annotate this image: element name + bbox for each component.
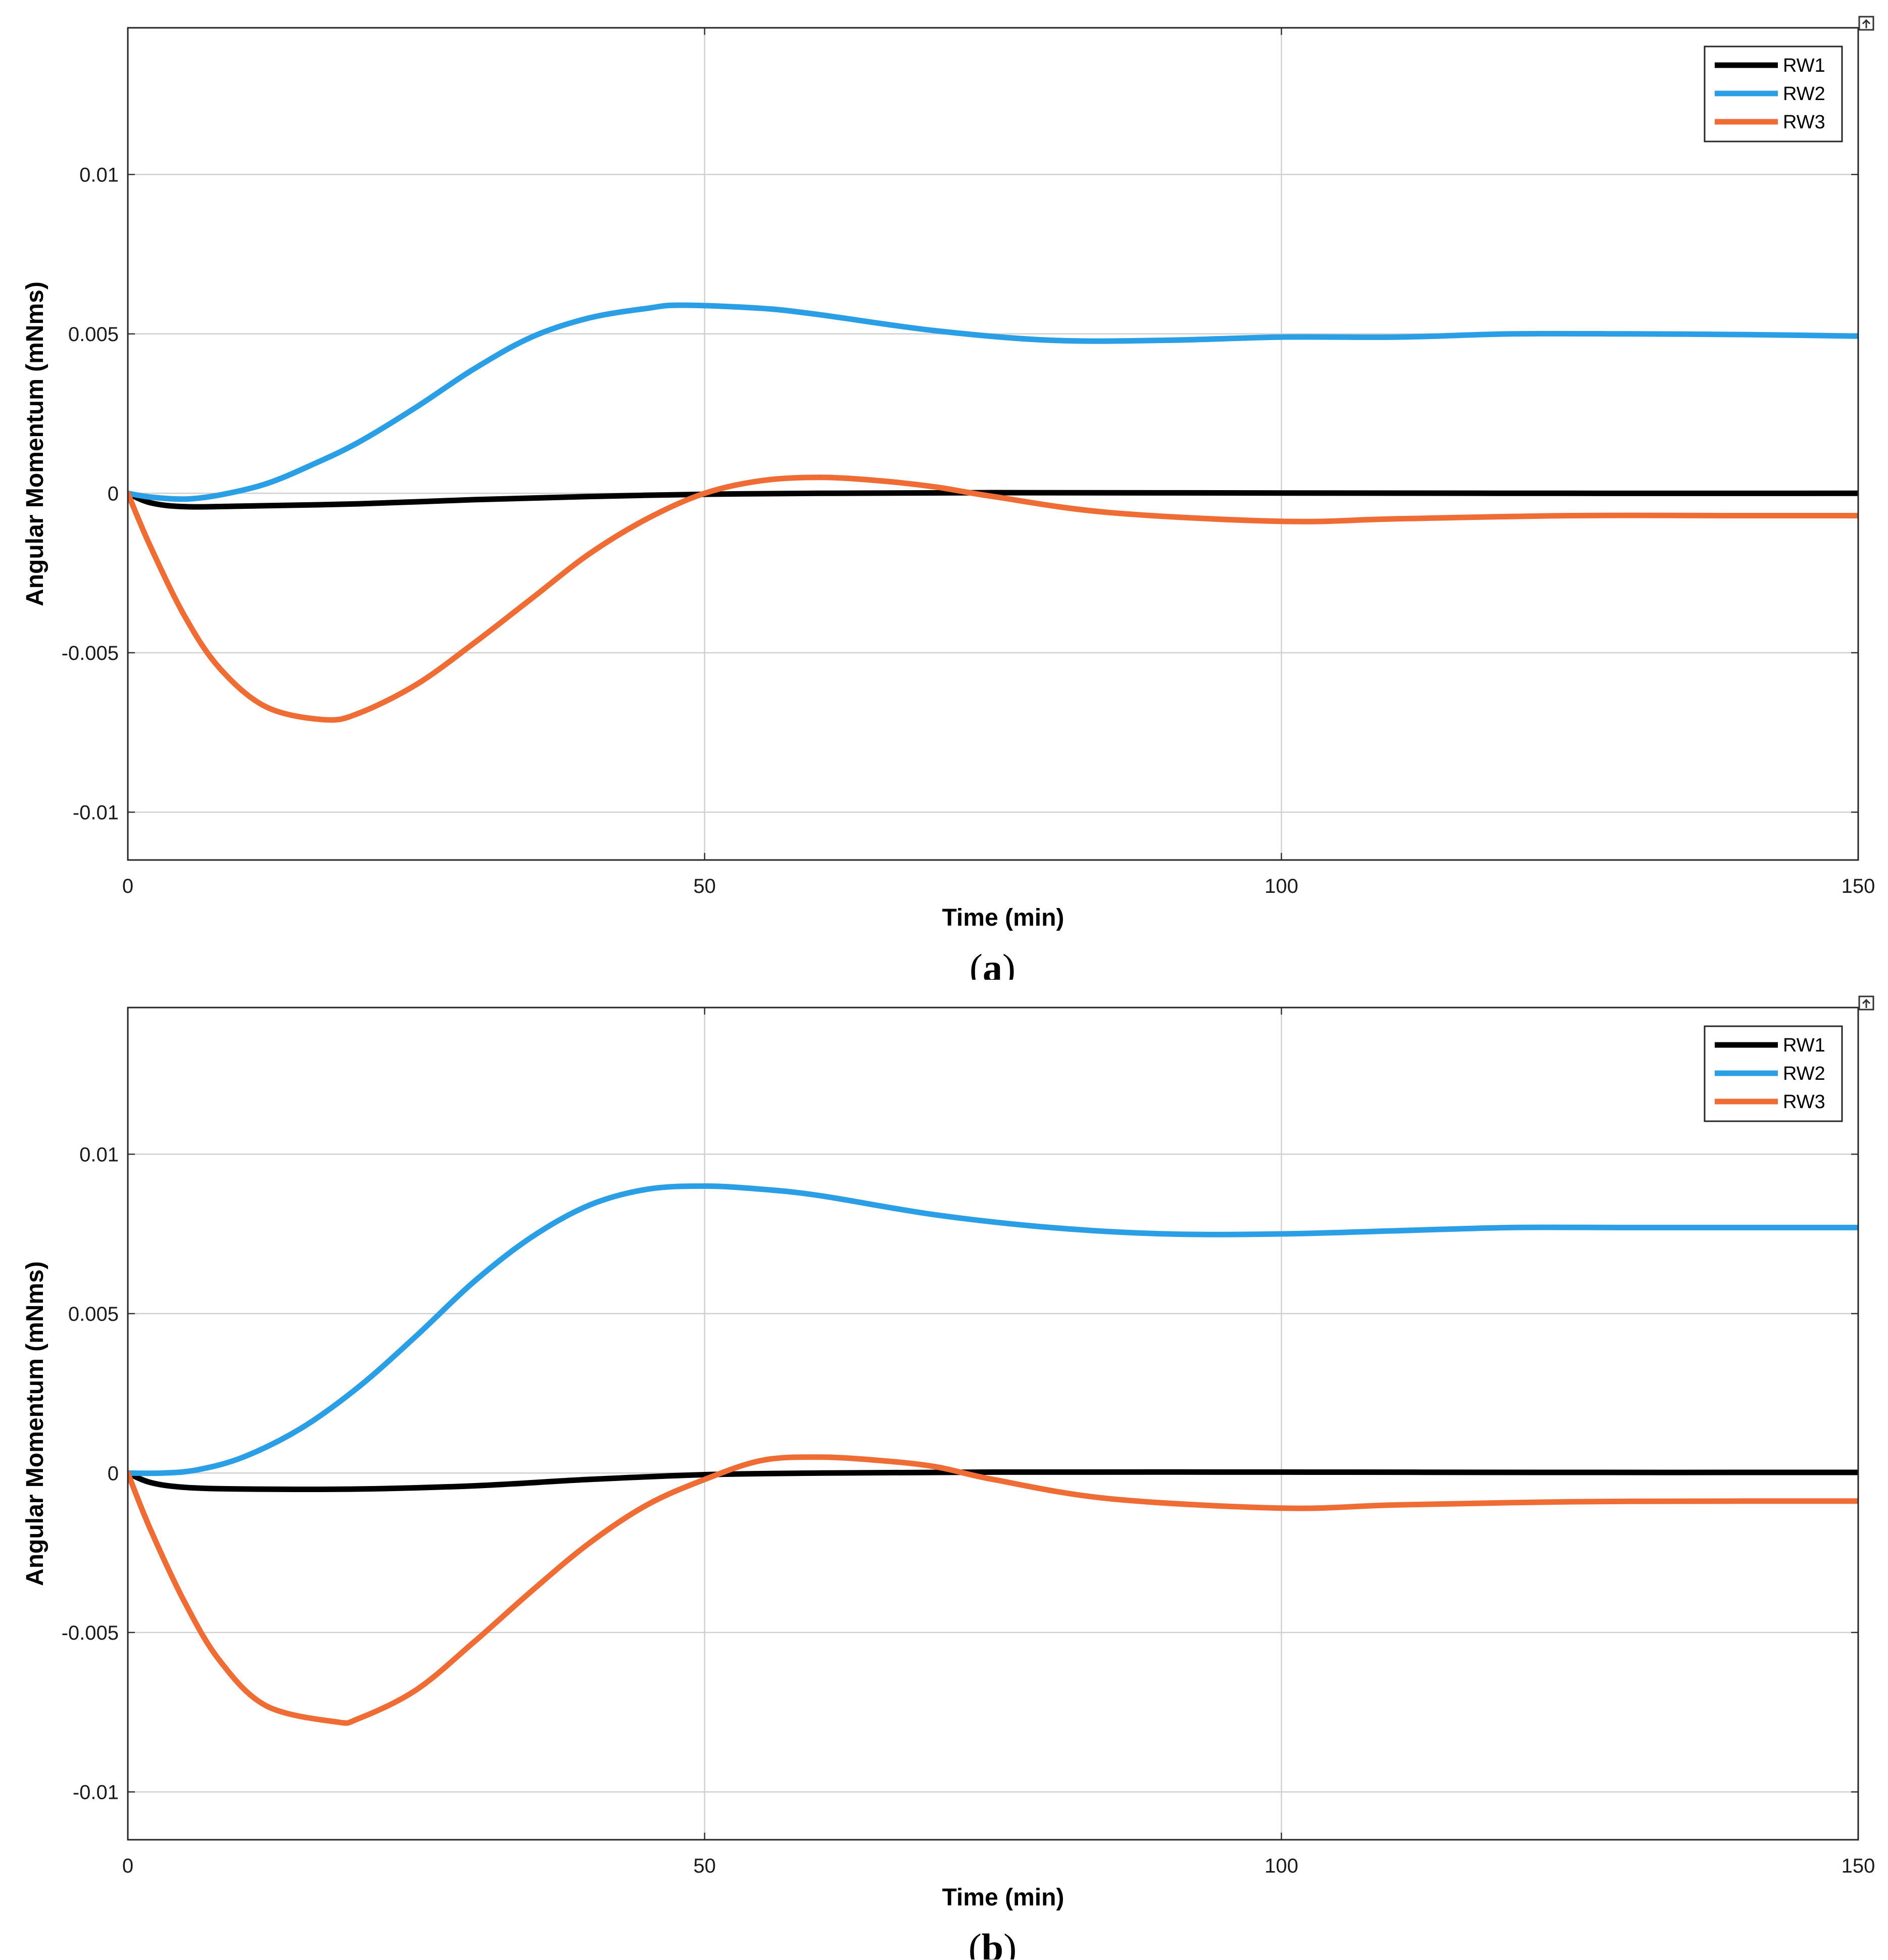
plot-area xyxy=(128,1008,1858,1840)
chart-panel-b: 0 50 100 150 -0.01 -0.005 0 0.005 0.01 Time (min)… xyxy=(0,980,1888,1959)
y-axis-label: Angular Momentum (mNms) xyxy=(22,1261,49,1586)
chart-panel-a: 0 50 100 150 -0.01 -0.005 0 0.005 0.01 Time (min)… xyxy=(22,16,1875,980)
legend: RW1 RW2 RW3 xyxy=(1704,1025,1843,1122)
x-tick-label: 0 xyxy=(122,1855,133,1877)
export-icon[interactable] xyxy=(1858,995,1874,1011)
plot-area xyxy=(128,28,1858,860)
export-icon[interactable] xyxy=(1858,16,1874,31)
x-tick-label: 150 xyxy=(1842,875,1875,897)
y-tick-label: -0.005 xyxy=(62,1622,119,1644)
legend-label-rw1: RW1 xyxy=(1783,1035,1825,1056)
series-line-rw1 xyxy=(128,490,1858,510)
y-tick-label: 0.01 xyxy=(79,164,119,186)
series-line-rw1 xyxy=(128,1469,1858,1492)
y-tick-label: -0.005 xyxy=(62,642,119,664)
legend-label-rw2: RW2 xyxy=(1783,83,1825,105)
y-tick-label: 0.005 xyxy=(68,323,119,346)
y-axis-label: Angular Momentum (mNms) xyxy=(22,281,49,606)
y-tick-label: 0.01 xyxy=(79,1143,119,1166)
legend-label-rw1: RW1 xyxy=(1783,55,1825,76)
x-tick-label: 100 xyxy=(1265,1855,1298,1877)
legend-label-rw3: RW3 xyxy=(1783,1091,1825,1113)
series-line-rw2 xyxy=(128,302,1858,502)
x-tick-label: 100 xyxy=(1265,875,1298,897)
series-line-rw3 xyxy=(128,1454,1858,1726)
x-tick-label: 0 xyxy=(122,875,133,897)
x-axis-label: Time (min) xyxy=(942,1884,1064,1911)
y-tick-label: 0.005 xyxy=(68,1303,119,1325)
chart-b: 0 50 100 150 -0.01 -0.005 0 0.005 0.01 Time (min)… xyxy=(22,995,1875,1959)
chart-a: 0 50 100 150 -0.01 -0.005 0 0.005 0.01 Time (min)… xyxy=(22,16,1875,980)
series-group xyxy=(128,1183,1858,1726)
legend-label-rw3: RW3 xyxy=(1783,112,1825,133)
series-line-rw3 xyxy=(128,474,1858,723)
x-tick-label: 50 xyxy=(693,875,716,897)
figure-caption: (a) xyxy=(970,946,1015,980)
y-tick-label: -0.01 xyxy=(73,1781,119,1803)
series-line-rw2 xyxy=(128,1183,1858,1476)
y-tick-label: -0.01 xyxy=(73,801,119,824)
series-group xyxy=(128,302,1858,723)
y-tick-label: 0 xyxy=(108,1462,119,1485)
figure-caption: (b) xyxy=(969,1926,1016,1959)
x-tick-label: 150 xyxy=(1842,1855,1875,1877)
legend-label-rw2: RW2 xyxy=(1783,1063,1825,1084)
x-axis-label: Time (min) xyxy=(942,904,1064,931)
y-tick-label: 0 xyxy=(108,483,119,505)
legend: RW1 RW2 RW3 xyxy=(1704,45,1843,142)
axes-box xyxy=(127,27,1859,861)
x-tick-label: 50 xyxy=(693,1855,716,1877)
axes-box xyxy=(127,1007,1859,1841)
